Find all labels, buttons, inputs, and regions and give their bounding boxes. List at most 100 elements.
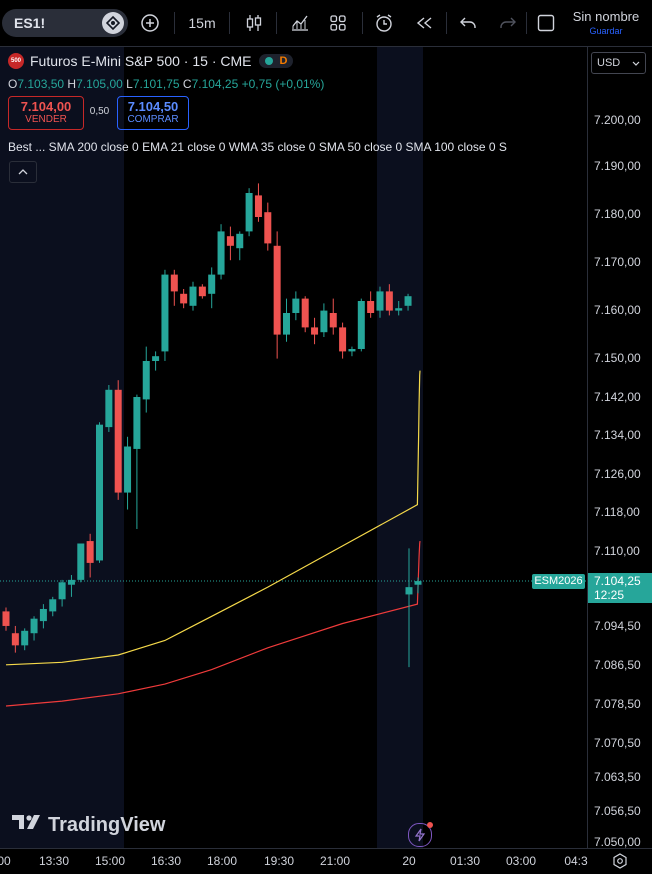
candle-body <box>395 308 403 311</box>
symbol-legend[interactable]: 500 Futuros E-Mini S&P 500 · 15 · CME D <box>8 53 294 69</box>
symbol-search-button[interactable]: ES1! <box>2 9 128 37</box>
currency-label: USD <box>597 57 621 69</box>
bar-countdown: 12:25 <box>594 588 625 602</box>
candles-icon[interactable] <box>242 0 266 46</box>
candle-body <box>2 611 10 626</box>
price-tick-label: 7.050,00 <box>594 835 641 849</box>
price-tick-label: 7.078,50 <box>594 697 641 711</box>
time-tick-label: 16:30 <box>150 854 182 868</box>
market-status[interactable]: D <box>259 54 294 68</box>
toolbar-divider <box>229 12 230 34</box>
undo-icon[interactable] <box>456 0 480 46</box>
compare-symbol-icon[interactable] <box>102 12 124 34</box>
time-tick-label: 13:30 <box>38 854 70 868</box>
settings-icon[interactable] <box>612 853 628 874</box>
add-symbol-icon[interactable] <box>138 0 162 46</box>
candle-body <box>86 541 94 563</box>
candle-body <box>264 212 272 244</box>
indicators-legend[interactable]: Best ... SMA 200 close 0 EMA 21 close 0 … <box>8 140 507 154</box>
candle-body <box>254 195 262 217</box>
templates-icon[interactable] <box>326 0 350 46</box>
toolbar-divider <box>526 12 527 34</box>
candle-body <box>161 274 169 352</box>
top-toolbar: ES1! 15m Sin nombre Guardar <box>0 0 652 47</box>
price-tick-label: 7.056,50 <box>594 804 641 818</box>
market-open-dot <box>265 57 274 65</box>
candle-body <box>236 233 244 249</box>
toolbar-divider <box>276 12 277 34</box>
symbol-title: Futuros E-Mini S&P 500 · 15 · CME <box>30 53 252 69</box>
candle-body <box>39 608 47 622</box>
candle-body <box>105 389 113 428</box>
price-tick-label: 7.200,00 <box>594 113 641 127</box>
replay-icon[interactable] <box>412 0 436 46</box>
contract-badge: ESM2026 <box>532 574 585 589</box>
time-tick-label: 21:00 <box>319 854 351 868</box>
collapse-legend-button[interactable] <box>9 161 37 183</box>
buy-price: 7.104,50 <box>127 99 179 114</box>
price-tick-label: 7.070,50 <box>594 736 641 750</box>
price-chart[interactable] <box>0 47 587 848</box>
candle-body <box>124 446 132 493</box>
candle-body <box>142 361 150 400</box>
candle-body <box>152 356 160 361</box>
price-tick-label: 7.170,00 <box>594 255 641 269</box>
candle-body <box>96 424 103 561</box>
chevron-up-icon <box>18 169 28 175</box>
price-tick-label: 7.134,00 <box>594 428 641 442</box>
time-scale[interactable]: 00 13:30 15:00 16:30 18:00 19:30 21:00 20 01:30 0… <box>0 848 652 874</box>
layout-name-button[interactable]: Sin nombre Guardar <box>566 10 646 38</box>
candle-body <box>273 245 281 335</box>
sell-price: 7.104,00 <box>20 99 72 114</box>
indicators-icon[interactable] <box>288 0 312 46</box>
buy-button[interactable]: 7.104,50 COMPRAR <box>117 96 189 130</box>
candle-body <box>30 618 38 634</box>
lightning-icon[interactable] <box>408 822 433 847</box>
price-tick-label: 7.160,00 <box>594 303 641 317</box>
delayed-badge: D <box>279 55 288 67</box>
spread-value: 0,50 <box>89 106 110 117</box>
candle-body <box>376 291 384 311</box>
candle-body <box>226 236 234 246</box>
notification-dot <box>427 822 433 828</box>
interval-button[interactable]: 15m <box>188 15 216 31</box>
candle-body <box>58 582 66 600</box>
chevron-down-icon <box>632 61 640 66</box>
time-tick-label: 01:30 <box>449 854 481 868</box>
moving-average-yellow <box>5 370 421 666</box>
candle-body <box>245 193 253 232</box>
candle-body <box>189 286 197 306</box>
candle-body <box>339 327 347 352</box>
alert-icon[interactable] <box>372 0 396 46</box>
tradingview-wordmark: TradingView <box>48 813 166 836</box>
tv-mark-icon <box>12 813 42 837</box>
price-tick-label: 7.086,50 <box>594 658 641 672</box>
sell-button[interactable]: 7.104,00 VENDER <box>8 96 84 130</box>
moving-average-red <box>5 541 421 707</box>
candle-body <box>348 349 356 352</box>
tradingview-logo[interactable]: TradingView <box>12 813 165 837</box>
candle-body <box>283 313 290 335</box>
candle-body <box>405 587 413 595</box>
layout-name: Sin nombre <box>572 9 640 24</box>
candle-body <box>49 599 57 612</box>
save-label: Guardar <box>589 26 623 36</box>
chart-pane[interactable] <box>0 47 587 848</box>
session-shade <box>377 47 423 848</box>
price-scale[interactable] <box>587 47 652 848</box>
candle-body <box>385 291 393 311</box>
price-tick-label: 7.063,50 <box>594 770 641 784</box>
layout-icon[interactable] <box>534 0 558 46</box>
candle-body <box>114 389 122 493</box>
session-shade <box>0 47 124 848</box>
candle-body <box>208 274 216 294</box>
candle-body <box>21 630 29 646</box>
toolbar-divider <box>362 12 363 34</box>
candle-body <box>11 633 19 646</box>
time-tick-label: 03:00 <box>505 854 537 868</box>
price-tick-label: 7.190,00 <box>594 159 641 173</box>
price-tick-label: 7.126,00 <box>594 467 641 481</box>
time-tick-label: 18:00 <box>206 854 238 868</box>
currency-selector[interactable]: USD <box>591 52 646 74</box>
redo-icon[interactable] <box>496 0 520 46</box>
